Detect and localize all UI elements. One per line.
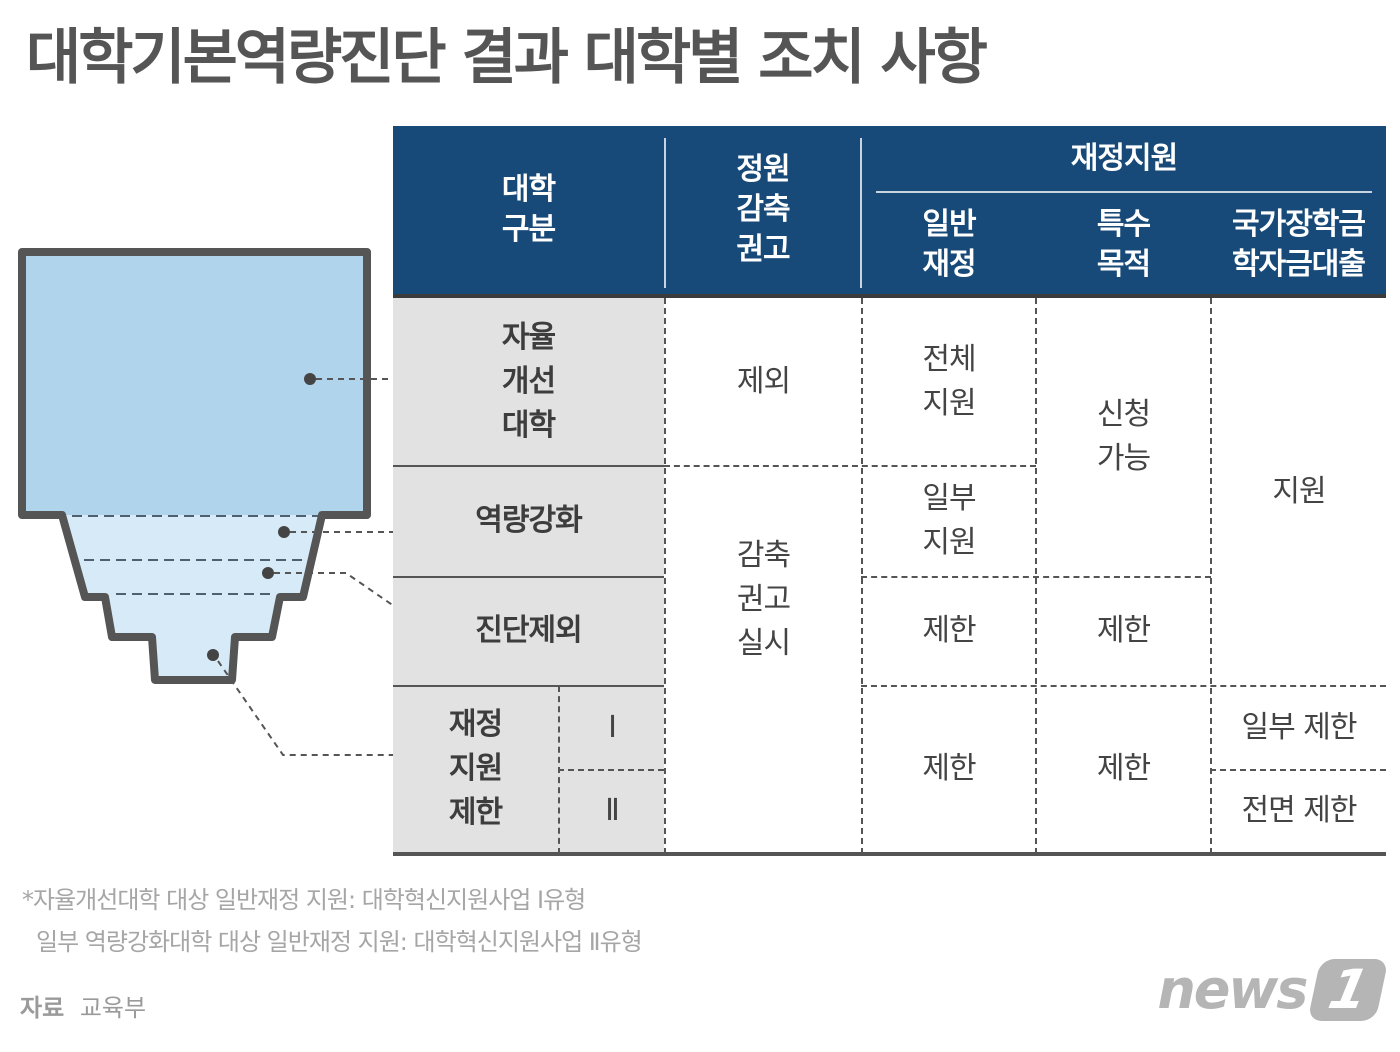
- cell-quota-merged: 감축 권고 실시: [736, 538, 791, 661]
- cell-scholarship-restricted-2: 전면 제한: [1241, 793, 1358, 828]
- source-label: 자료: [20, 994, 65, 1022]
- header-general-finance: 일반 재정: [922, 207, 976, 282]
- cell-general-capacity: 일부 지원: [922, 481, 976, 560]
- row-divider: [664, 465, 1036, 467]
- source-value: 교육부: [79, 994, 147, 1022]
- header-divider: [860, 138, 862, 288]
- cell-scholarship-restricted-1: 일부 제한: [1241, 709, 1358, 745]
- row-separator: [393, 465, 664, 467]
- logo-word: news: [1157, 958, 1308, 1021]
- table-header: [393, 126, 1386, 298]
- header-special-purpose: 특수 목적: [1096, 207, 1151, 282]
- row-separator: [393, 685, 664, 687]
- cell-general-autonomous: 전체 지원: [922, 341, 976, 421]
- cell-general-restricted: 제한: [922, 751, 976, 786]
- footnote-1: *자율개선대학 대상 일반재정 지원: 대학혁신지원사업 Ⅰ유형: [22, 886, 586, 914]
- tier-marker-restricted: [207, 649, 219, 661]
- cell-quota-autonomous: 제외: [736, 363, 791, 399]
- header-divider: [876, 191, 1372, 193]
- row-label-excluded: 진단제외: [475, 613, 582, 648]
- header-financial-support: 재정지원: [1070, 141, 1178, 176]
- header-scholarship-loan: 국가장학금 학자금대출: [1232, 207, 1366, 282]
- cell-special-excluded: 제한: [1096, 613, 1151, 648]
- tier-marker-autonomous: [304, 373, 316, 385]
- row-divider: [558, 769, 664, 771]
- tier-marker-capacity: [278, 526, 290, 538]
- column-divider: [1210, 298, 1212, 854]
- row-separator: [393, 576, 664, 578]
- subtype-2: Ⅱ: [605, 793, 620, 828]
- page-title: 대학기본역량진단 결과 대학별 조치 사항: [26, 23, 988, 93]
- row-divider: [861, 685, 1386, 687]
- university-tier-diagram: [18, 248, 436, 756]
- cell-general-excluded: 제한: [922, 613, 976, 648]
- footnote-2: 일부 역량강화대학 대상 일반재정 지원: 대학혁신지원사업 Ⅱ유형: [36, 928, 643, 956]
- header-divider: [664, 138, 666, 288]
- row-label-autonomous: 자율 개선 대학: [501, 319, 556, 443]
- column-divider: [664, 298, 666, 854]
- cell-scholarship-merged: 지원: [1272, 473, 1326, 509]
- row-label-capacity: 역량강화: [475, 503, 582, 538]
- subtype-1: Ⅰ: [608, 709, 617, 745]
- logo-number: 1: [1307, 958, 1389, 1021]
- header-category: 대학 구분: [501, 172, 556, 247]
- cell-special-restricted: 제한: [1096, 751, 1151, 786]
- news1-logo: news 1: [1157, 958, 1389, 1021]
- header-quota-reduction: 정원 감축 권고: [736, 152, 790, 267]
- row-divider: [1210, 769, 1386, 771]
- cell-special-merged: 신청 가능: [1096, 397, 1151, 476]
- table-bottom-rule: [393, 852, 1386, 856]
- source: 자료 교육부: [20, 988, 146, 1023]
- tier-marker-excluded: [262, 567, 274, 579]
- row-divider: [861, 576, 1211, 578]
- row-label-restricted: 재정 지원 제한: [448, 707, 503, 830]
